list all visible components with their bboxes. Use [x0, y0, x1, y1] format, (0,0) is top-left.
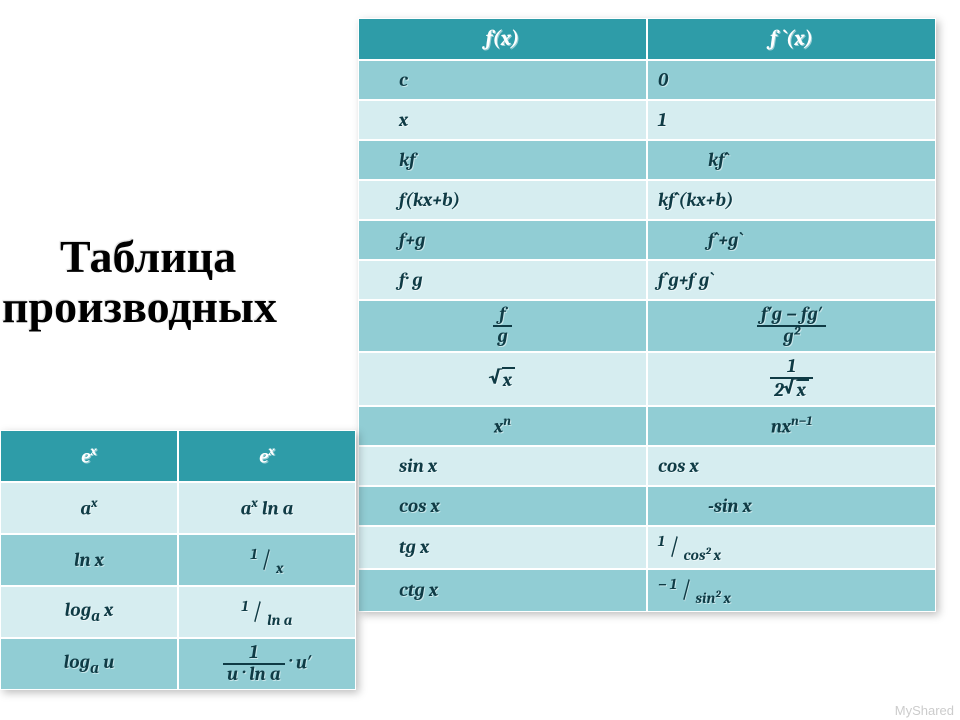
cell-fx: ln x [0, 534, 178, 586]
cell-fx: f· g [358, 260, 647, 300]
cell-fx: xn [358, 406, 647, 446]
table-row: f· gf`g+f g` [358, 260, 936, 300]
cell-fprime: cos x [647, 446, 936, 486]
cell-fprime: 1u · ln a · u′ [178, 638, 356, 690]
cell-fx: cos x [358, 486, 647, 526]
cell-fprime: f`g+f g` [647, 260, 936, 300]
cell-fx: loga x [0, 586, 178, 638]
table-row: ln x1∕x [0, 534, 356, 586]
cell-fprime: 1∕ln a [178, 586, 356, 638]
cell-fx: sin x [358, 446, 647, 486]
table-row: fgf′g − fg′g² [358, 300, 936, 352]
table-header-row: ex ex [0, 430, 356, 482]
cell-fprime: ax ln a [178, 482, 356, 534]
cell-fx: f(kx+b) [358, 180, 647, 220]
table-row: sin xcos x [358, 446, 936, 486]
table-row: kfkf` [358, 140, 936, 180]
table-header-row: f(x) f `(x) [358, 18, 936, 60]
cell-fprime: 0 [647, 60, 936, 100]
cell-fx: kf [358, 140, 647, 180]
table-row: cos x-sin x [358, 486, 936, 526]
cell-fprime: 12x [647, 352, 936, 406]
table-row: c0 [358, 60, 936, 100]
page-title-line1: Таблица [60, 230, 236, 283]
cell-fx: ax [0, 482, 178, 534]
cell-fprime: 1∕cos² x [647, 526, 936, 569]
cell-fx: loga u [0, 638, 178, 690]
header-fx: f(x) [358, 18, 647, 60]
cell-fprime: kf`(kx+b) [647, 180, 936, 220]
cell-fx: f+g [358, 220, 647, 260]
secondary-derivatives-table: ex ex axax ln aln x1∕xloga x1∕ln aloga u… [0, 430, 356, 690]
header-left: ex [0, 430, 178, 482]
cell-fx: tg x [358, 526, 647, 569]
main-derivatives-table: f(x) f `(x) c0x1kfkf`f(kx+b)kf`(kx+b)f+g… [358, 18, 936, 612]
cell-fprime: kf` [647, 140, 936, 180]
cell-fx: x [358, 352, 647, 406]
table-row: f+gf`+g` [358, 220, 936, 260]
table-row: xnnxn−1 [358, 406, 936, 446]
cell-fx: x [358, 100, 647, 140]
cell-fprime: 1 [647, 100, 936, 140]
table-row: tg x1∕cos² x [358, 526, 936, 569]
cell-fprime: − 1∕sin² x [647, 569, 936, 612]
table-row: ctg x− 1∕sin² x [358, 569, 936, 612]
cell-fprime: -sin x [647, 486, 936, 526]
cell-fx: c [358, 60, 647, 100]
cell-fx: ctg x [358, 569, 647, 612]
table-row: f(kx+b)kf`(kx+b) [358, 180, 936, 220]
table-row: x1 [358, 100, 936, 140]
page-title-line2: производных [2, 280, 277, 333]
cell-fprime: 1∕x [178, 534, 356, 586]
cell-fx: fg [358, 300, 647, 352]
table-row: axax ln a [0, 482, 356, 534]
header-right: ex [178, 430, 356, 482]
cell-fprime: f′g − fg′g² [647, 300, 936, 352]
table-row: x12x [358, 352, 936, 406]
header-fprime: f `(x) [647, 18, 936, 60]
watermark: MyShared [895, 703, 954, 718]
table-row: loga x1∕ln a [0, 586, 356, 638]
cell-fprime: nxn−1 [647, 406, 936, 446]
table-row: loga u1u · ln a · u′ [0, 638, 356, 690]
cell-fprime: f`+g` [647, 220, 936, 260]
